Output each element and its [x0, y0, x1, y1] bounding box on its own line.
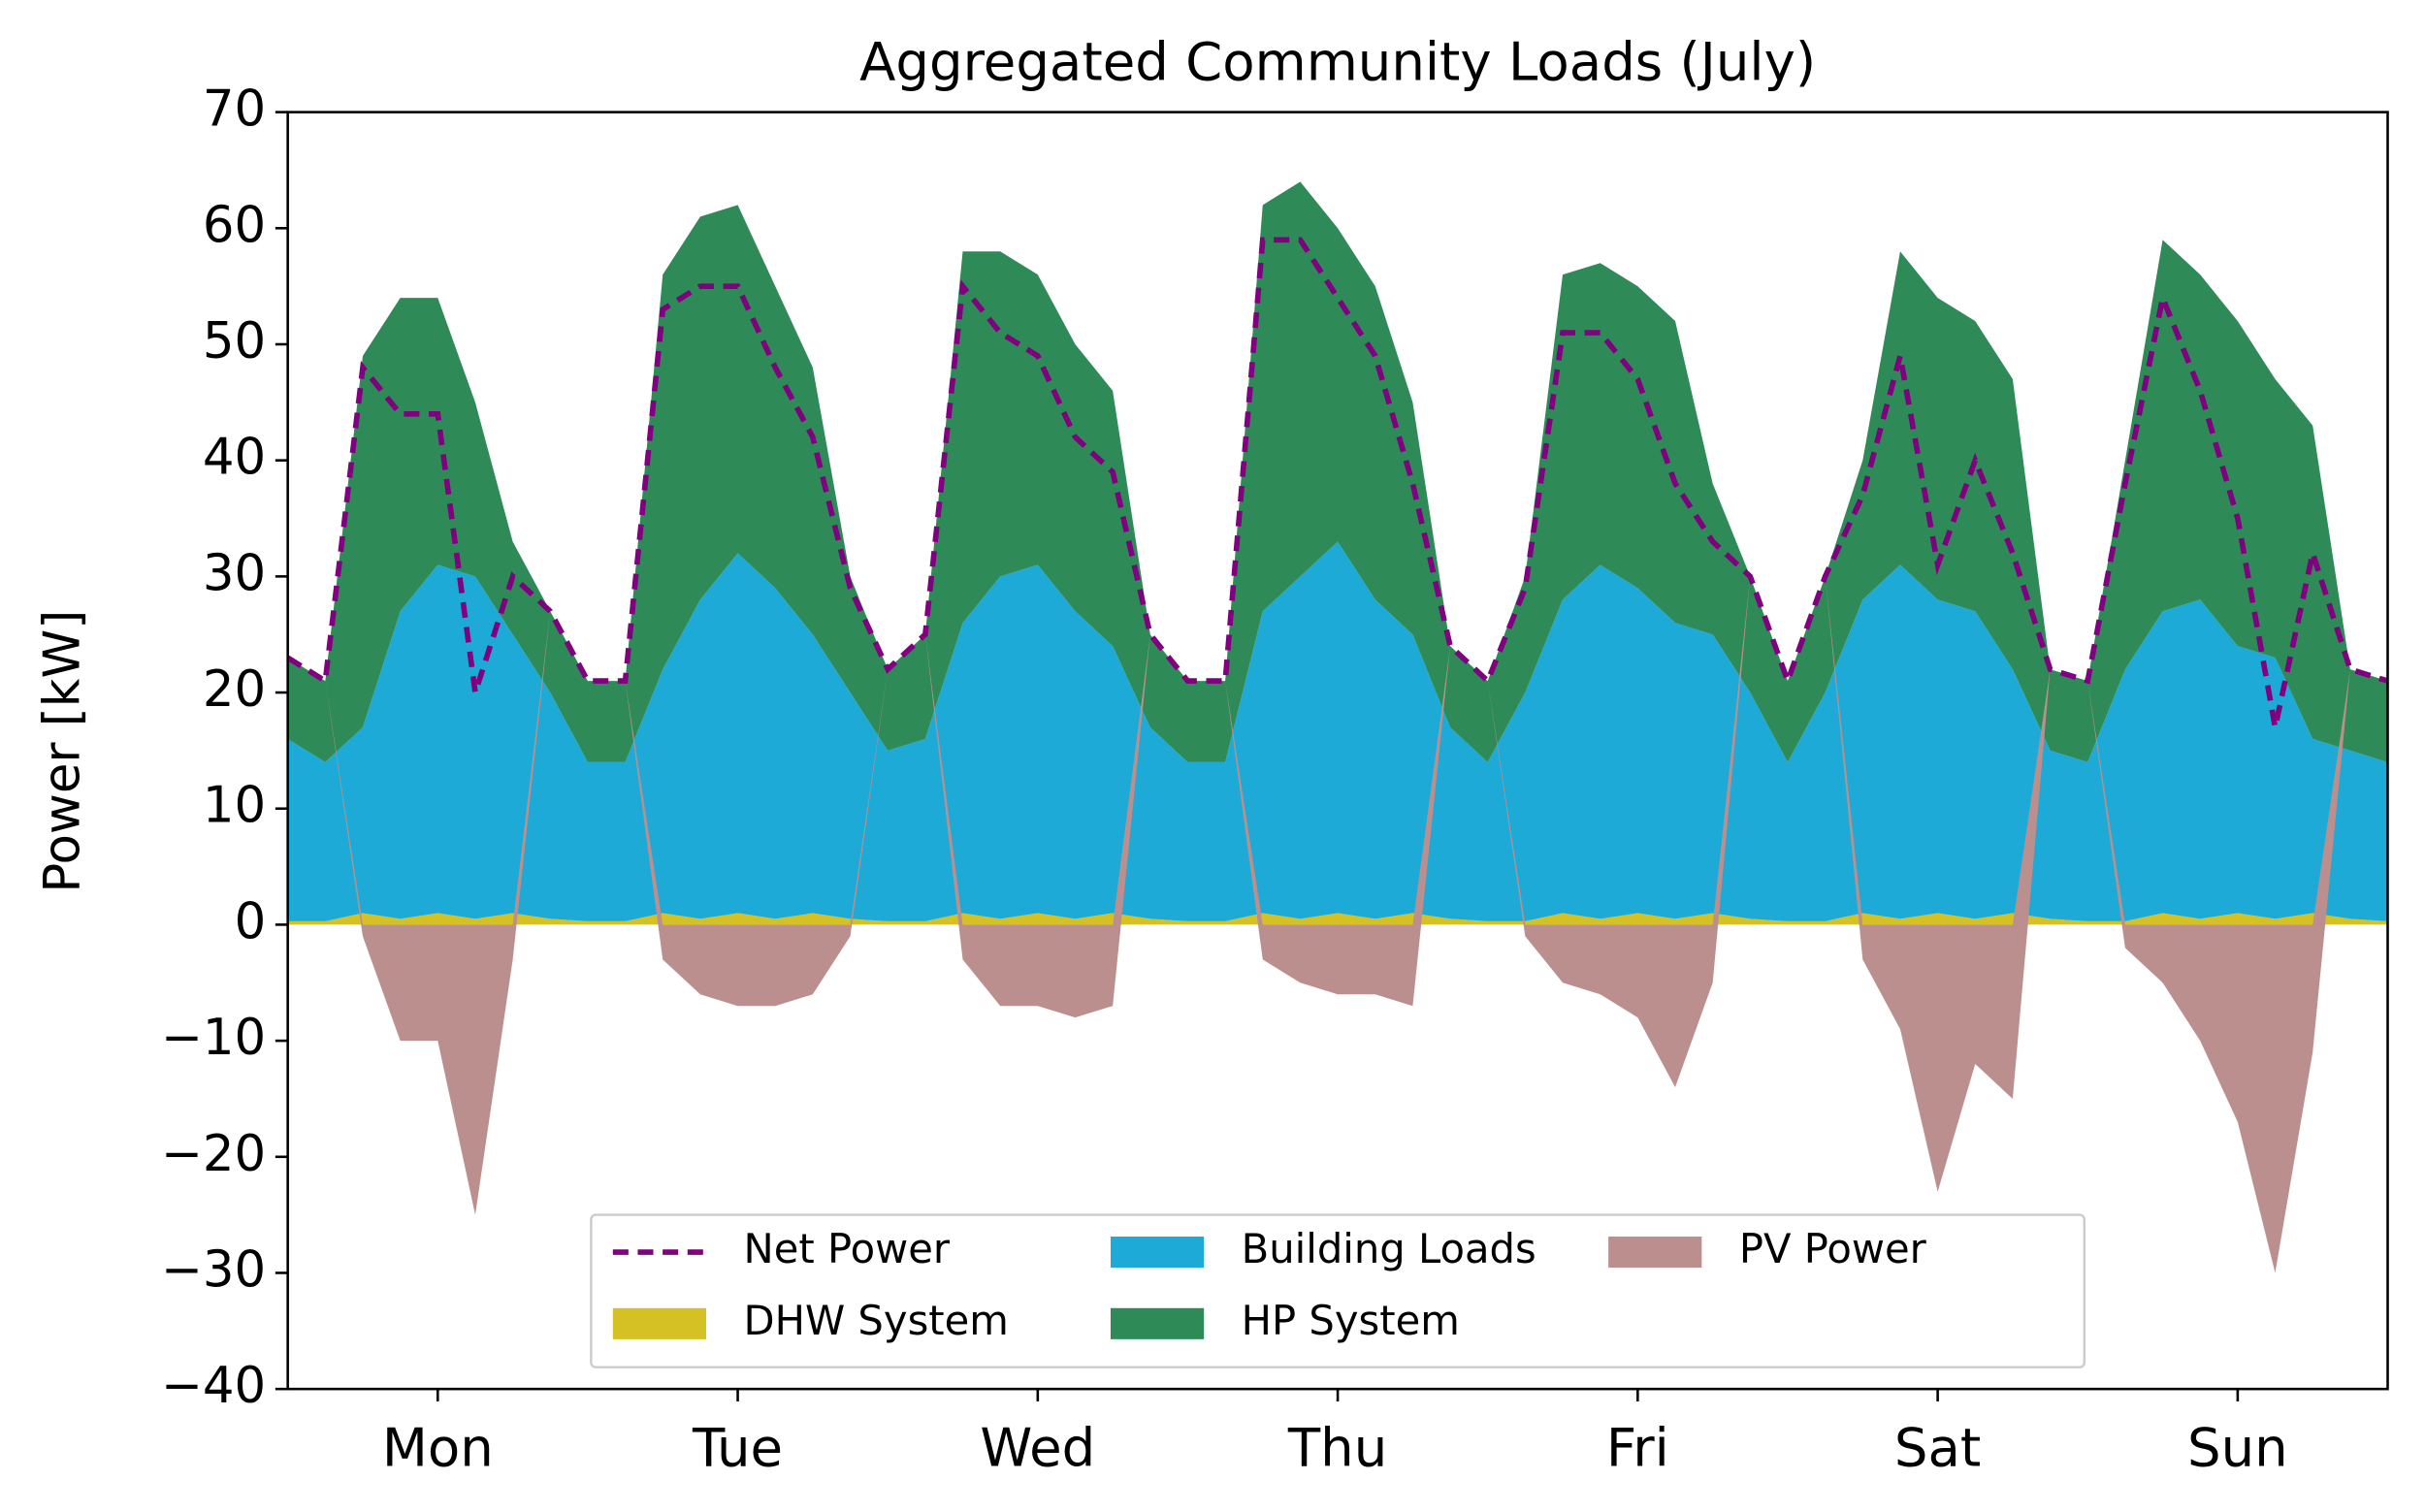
area [287, 576, 2388, 1273]
y-tick-label: −30 [161, 1240, 266, 1299]
net-line [286, 237, 2389, 728]
area [287, 541, 2388, 921]
legend-swatch [612, 1307, 707, 1339]
y-tick-label: 50 [203, 312, 266, 370]
x-tick-label: Fri [1606, 1416, 1669, 1478]
x-tick-label: Mon [382, 1416, 494, 1478]
y-tick-label: 60 [203, 196, 266, 254]
y-tick-label: −40 [161, 1357, 266, 1415]
y-tick-label: −20 [161, 1125, 266, 1183]
y-tick-label: 30 [203, 544, 266, 602]
y-tick-label: 40 [203, 429, 266, 487]
legend-label: PV Power [1739, 1225, 1927, 1272]
legend-swatch [1110, 1307, 1205, 1339]
legend-label: Building Loads [1242, 1225, 1536, 1272]
legend-label: HP System [1242, 1297, 1460, 1344]
plot-area [286, 181, 2389, 1273]
y-axis-label: Power [kW] [33, 610, 91, 893]
legend-swatch [1608, 1237, 1702, 1269]
y-tick-label: 0 [235, 892, 267, 950]
chart-title: Aggregated Community Loads (July) [859, 31, 1816, 93]
y-tick-label: 70 [203, 80, 266, 139]
legend-label: DHW System [744, 1297, 1009, 1344]
legend-label: Net Power [744, 1225, 951, 1272]
x-tick-label: Tue [692, 1416, 783, 1478]
y-tick-label: 20 [203, 660, 266, 719]
x-tick-label: Sun [2187, 1416, 2288, 1478]
area [287, 913, 2388, 925]
x-tick-label: Wed [980, 1416, 1095, 1478]
x-tick-label: Sat [1894, 1416, 1981, 1478]
x-tick-label: Thu [1287, 1416, 1387, 1478]
y-tick-label: 10 [203, 777, 266, 835]
legend-swatch [1110, 1237, 1205, 1269]
area [287, 181, 2388, 762]
y-tick-label: −10 [161, 1009, 266, 1067]
legend-box [590, 1213, 2086, 1368]
